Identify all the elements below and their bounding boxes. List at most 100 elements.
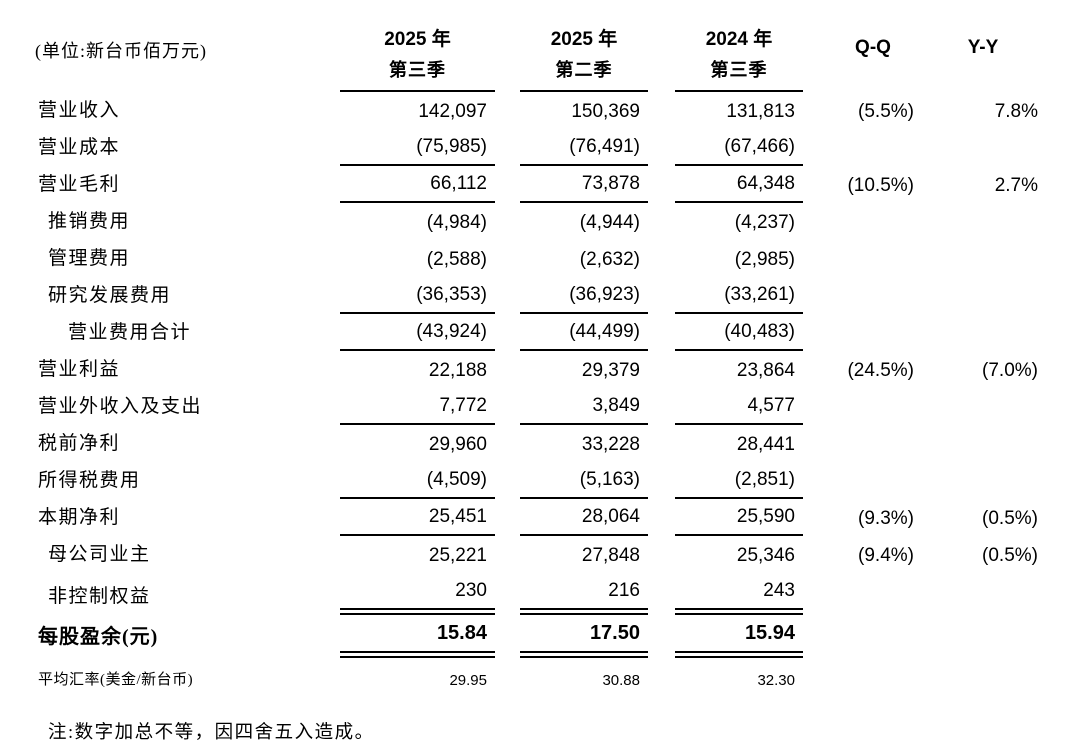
- value-2024q3: 23,864: [736, 360, 795, 381]
- value-2025q3: (43,924): [340, 314, 495, 351]
- value-2025q3: 15.84: [340, 615, 495, 658]
- row-label: 营业毛利: [38, 174, 121, 195]
- row-rd-expenses: 研究发展费用 (36,353) (36,923) (33,261): [35, 277, 1040, 314]
- col-header-quarter: 第三季: [389, 60, 446, 80]
- yy-value: (7.0%): [982, 360, 1038, 381]
- unit-label: (单位:新台币佰万元): [35, 41, 207, 61]
- value-2025q3: (4,984): [426, 212, 487, 233]
- value-2025q2: 27,848: [581, 545, 640, 566]
- value-2025q2: 150,369: [571, 101, 640, 122]
- qq-value: (9.3%): [858, 508, 914, 529]
- row-label: 营业利益: [38, 359, 121, 380]
- yy-value: 7.8%: [994, 101, 1038, 122]
- row-label: 营业外收入及支出: [38, 396, 203, 417]
- value-2025q3: (2,588): [426, 249, 487, 270]
- row-label: 非控制权益: [48, 586, 151, 607]
- row-label: 母公司业主: [48, 544, 151, 565]
- value-2025q2: 30.88: [602, 672, 640, 689]
- row-label: 税前净利: [38, 433, 121, 454]
- footnote-row: 注:数字加总不等，因四舍五入造成。: [35, 703, 1040, 749]
- row-label: 管理费用: [48, 248, 131, 269]
- row-label: 每股盈余(元): [38, 626, 159, 648]
- value-2025q3: 25,451: [340, 499, 495, 536]
- row-operating-costs: 营业成本 (75,985) (76,491) (67,466): [35, 129, 1040, 166]
- value-2024q3: 64,348: [675, 166, 803, 203]
- qq-header-cell: Q-Q: [830, 18, 916, 92]
- value-2025q2: (44,499): [520, 314, 648, 351]
- value-2025q3: 29.95: [449, 672, 487, 689]
- value-2024q3: (67,466): [675, 129, 803, 166]
- yy-value: 2.7%: [994, 175, 1038, 196]
- value-2025q3: 66,112: [340, 166, 495, 203]
- financial-table: (单位:新台币佰万元) 2025 年 第三季 2025 年 第二季 2024 年…: [35, 18, 1040, 749]
- qq-value: (10.5%): [847, 175, 914, 196]
- row-label: 研究发展费用: [48, 285, 172, 306]
- yy-value: (0.5%): [982, 508, 1038, 529]
- value-2024q3: 243: [675, 573, 803, 615]
- value-2024q3: (40,483): [675, 314, 803, 351]
- row-gross-profit: 营业毛利 66,112 73,878 64,348 (10.5%) 2.7%: [35, 166, 1040, 203]
- yy-value: (0.5%): [982, 545, 1038, 566]
- col-header-2025q3: 2025 年 第三季: [340, 24, 495, 92]
- col-header-year: 2025 年: [384, 29, 451, 50]
- yy-header: Y-Y: [967, 37, 999, 58]
- table-header-row: (单位:新台币佰万元) 2025 年 第三季 2025 年 第二季 2024 年…: [35, 18, 1040, 92]
- value-2025q2: 33,228: [581, 434, 640, 455]
- row-label: 营业费用合计: [68, 322, 192, 343]
- value-2025q3: (75,985): [340, 129, 495, 166]
- row-label: 所得税费用: [38, 470, 141, 491]
- value-2024q3: 28,441: [736, 434, 795, 455]
- value-2025q2: 17.50: [520, 615, 648, 658]
- value-2024q3: (33,261): [675, 277, 803, 314]
- row-average-exchange-rate: 平均汇率(美金/新台币) 29.95 30.88 32.30: [35, 658, 1040, 703]
- row-label: 本期净利: [38, 507, 121, 528]
- col-header-2025q2-cell: 2025 年 第二季: [520, 18, 675, 92]
- value-2024q3: 15.94: [675, 615, 803, 658]
- col-header-2024q3: 2024 年 第三季: [675, 24, 803, 92]
- value-2025q3: 29,960: [428, 434, 487, 455]
- row-non-operating-income-expenses: 营业外收入及支出 7,772 3,849 4,577: [35, 388, 1040, 425]
- value-2025q2: 29,379: [581, 360, 640, 381]
- row-admin-expenses: 管理费用 (2,588) (2,632) (2,985): [35, 240, 1040, 277]
- value-2025q3: 25,221: [428, 545, 487, 566]
- row-net-income: 本期净利 25,451 28,064 25,590 (9.3%) (0.5%): [35, 499, 1040, 536]
- qq-value: (5.5%): [858, 101, 914, 122]
- footnote: 注:数字加总不等，因四舍五入造成。: [48, 723, 375, 743]
- row-pretax-profit: 税前净利 29,960 33,228 28,441: [35, 425, 1040, 462]
- row-income-tax-expense: 所得税费用 (4,509) (5,163) (2,851): [35, 462, 1040, 499]
- value-2025q3: 22,188: [428, 360, 487, 381]
- value-2024q3: (4,237): [734, 212, 795, 233]
- qq-header: Q-Q: [855, 37, 891, 58]
- col-header-2025q2: 2025 年 第二季: [520, 24, 648, 92]
- value-2025q2: 73,878: [520, 166, 648, 203]
- yy-header-cell: Y-Y: [916, 18, 1040, 92]
- row-selling-expenses: 推销费用 (4,984) (4,944) (4,237): [35, 203, 1040, 240]
- value-2025q2: (2,632): [579, 249, 640, 270]
- value-2024q3: 25,346: [736, 545, 795, 566]
- value-2025q3: 142,097: [418, 101, 487, 122]
- row-total-operating-expenses: 营业费用合计 (43,924) (44,499) (40,483): [35, 314, 1040, 351]
- value-2025q3: (4,509): [340, 462, 495, 499]
- value-2025q2: 28,064: [520, 499, 648, 536]
- col-header-2025q3-cell: 2025 年 第三季: [340, 18, 520, 92]
- value-2025q2: (4,944): [579, 212, 640, 233]
- col-header-quarter: 第二季: [555, 60, 613, 80]
- value-2024q3: 32.30: [757, 672, 795, 689]
- value-2025q2: 216: [520, 573, 648, 615]
- value-2025q3: 7,772: [340, 388, 495, 425]
- value-2025q2: (76,491): [520, 129, 648, 166]
- row-eps: 每股盈余(元) 15.84 17.50 15.94: [35, 615, 1040, 658]
- value-2025q2: (36,923): [520, 277, 648, 314]
- value-2024q3: 4,577: [675, 388, 803, 425]
- row-label: 营业收入: [38, 100, 121, 121]
- qq-value: (24.5%): [847, 360, 914, 381]
- col-header-2024q3-cell: 2024 年 第三季: [675, 18, 830, 92]
- value-2024q3: 25,590: [675, 499, 803, 536]
- row-parent-company-owners: 母公司业主 25,221 27,848 25,346 (9.4%) (0.5%): [35, 536, 1040, 573]
- row-noncontrolling-interests: 非控制权益 230 216 243: [35, 573, 1040, 615]
- row-label: 平均汇率(美金/新台币): [38, 672, 194, 688]
- col-header-quarter: 第三季: [710, 60, 768, 80]
- row-label: 营业成本: [38, 137, 121, 158]
- value-2025q3: 230: [340, 573, 495, 615]
